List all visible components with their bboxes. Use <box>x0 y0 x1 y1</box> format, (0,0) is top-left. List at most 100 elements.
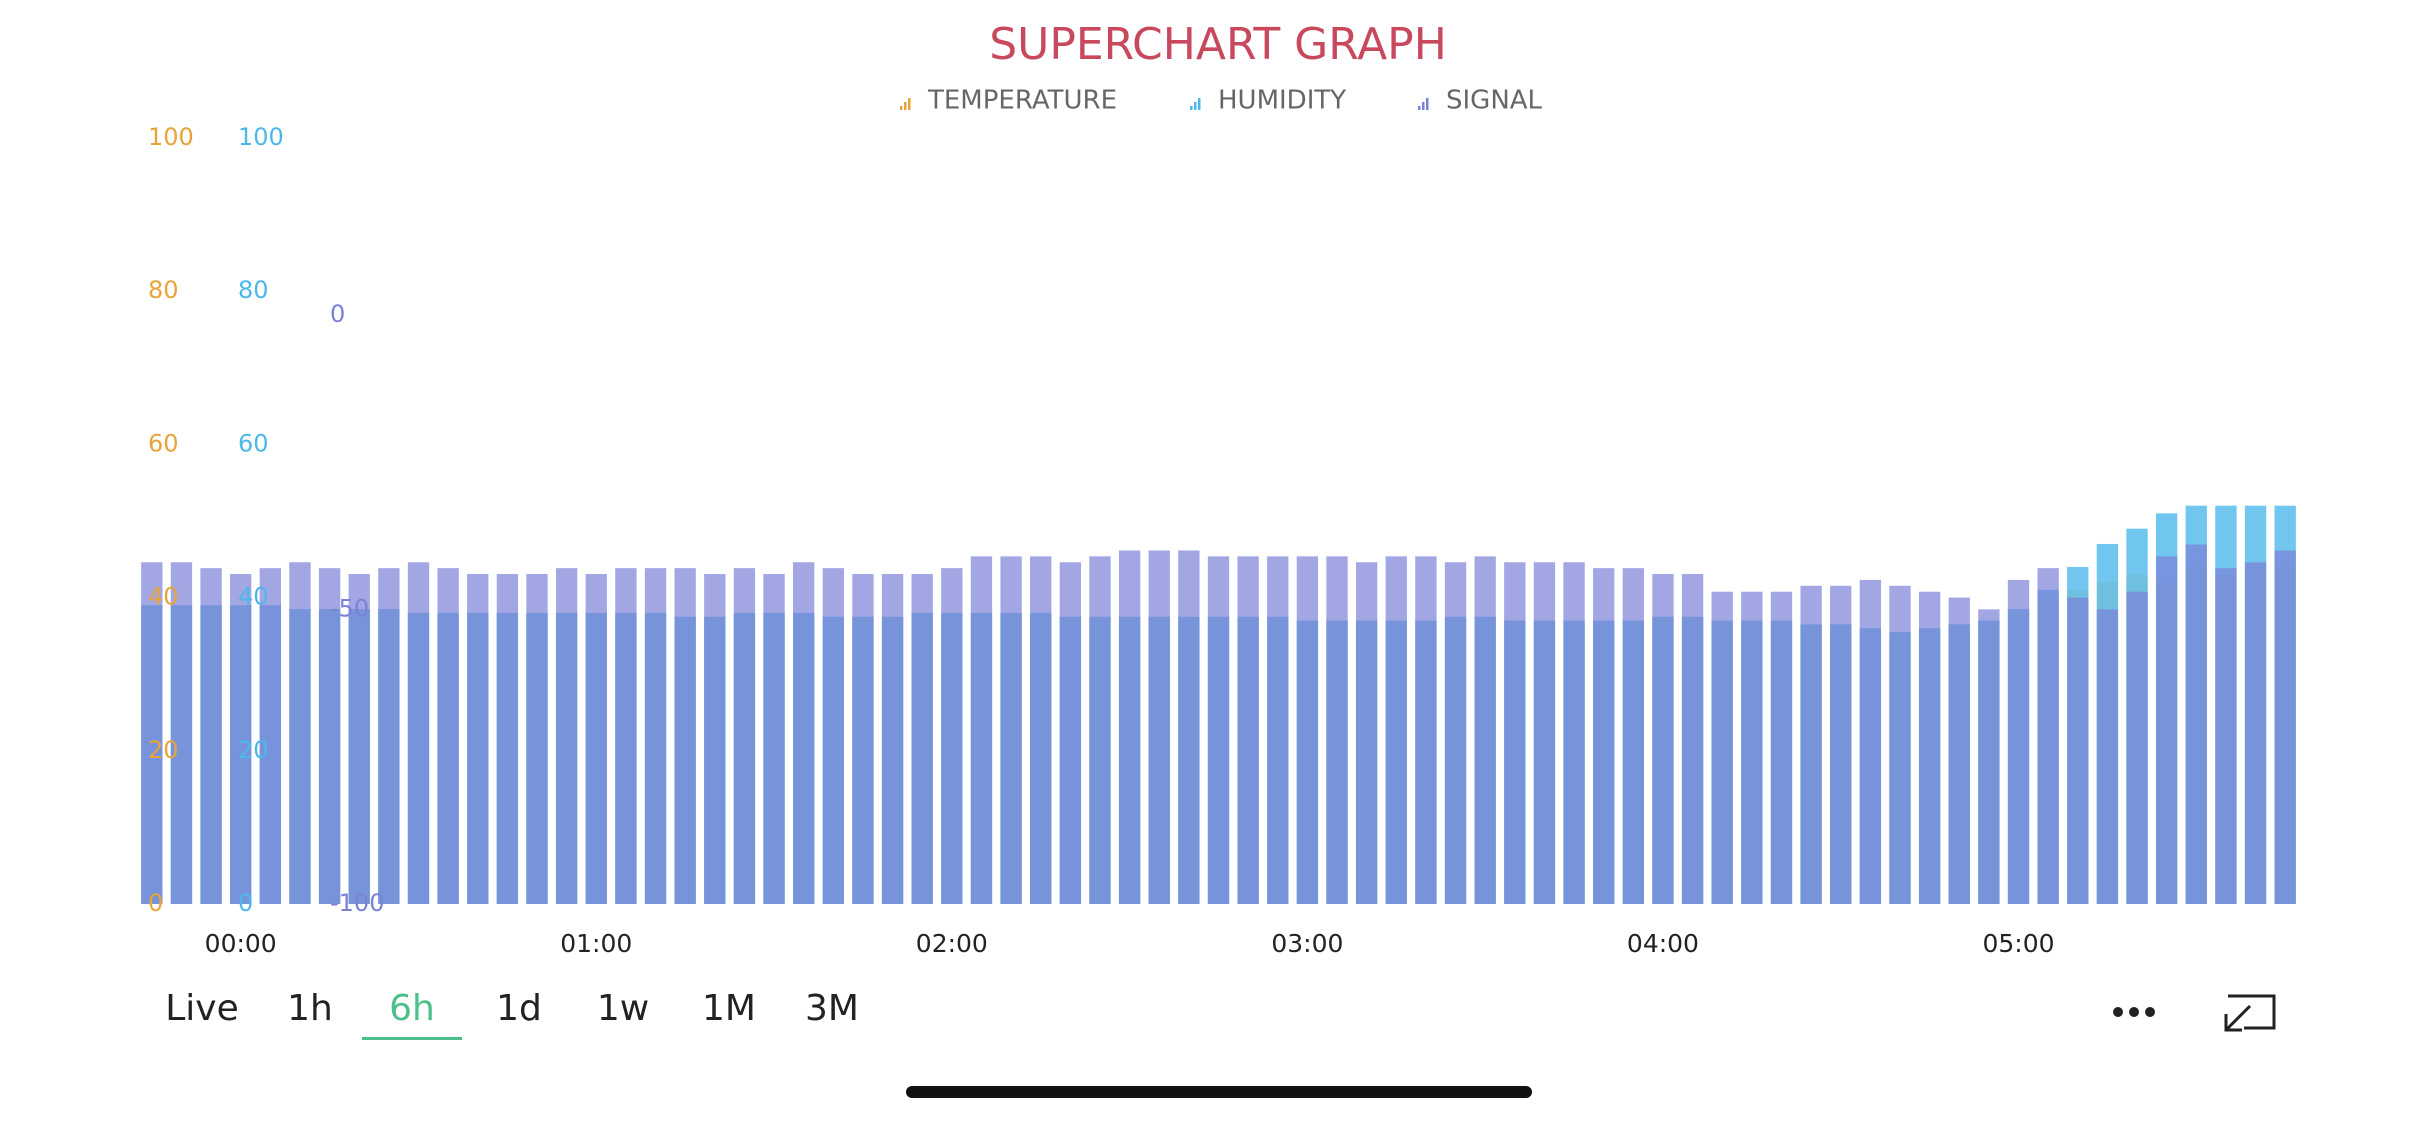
bar <box>2096 609 2119 904</box>
bar <box>2244 562 2267 904</box>
bar <box>170 562 193 904</box>
range-button[interactable]: 3M <box>805 988 859 1029</box>
bar <box>1652 574 1674 904</box>
bar <box>1948 597 1970 904</box>
bar <box>1474 556 1496 904</box>
bar <box>704 574 726 904</box>
bar <box>230 574 252 904</box>
bar <box>200 568 222 904</box>
dot <box>2145 1007 2155 1017</box>
bar <box>1533 562 1556 904</box>
bar <box>2215 568 2237 904</box>
y-tick-label: 0 <box>238 889 253 917</box>
range-underline <box>362 1037 462 1040</box>
legend-icon <box>904 102 907 110</box>
bar <box>1770 591 1793 904</box>
bar <box>1681 574 1704 904</box>
bar <box>793 562 815 904</box>
legend-icon <box>1422 102 1425 110</box>
y-tick-label: 0 <box>148 889 163 917</box>
legend-icon <box>900 106 903 110</box>
bar <box>1326 556 1348 904</box>
range-button[interactable]: 1d <box>496 988 542 1029</box>
bar <box>1030 556 1052 904</box>
bar <box>407 562 430 904</box>
more-button[interactable] <box>2113 1007 2155 1017</box>
legend-icon <box>1198 98 1201 110</box>
legend-icon <box>1418 106 1421 110</box>
chart-title: SUPERCHART GRAPH <box>989 19 1447 70</box>
range-button[interactable]: 6h <box>389 988 435 1029</box>
fullscreen-button[interactable] <box>2224 994 2276 1032</box>
bar <box>555 568 578 904</box>
bar <box>2067 597 2089 904</box>
y-tick-label: 40 <box>148 583 179 611</box>
bar <box>1563 562 1585 904</box>
x-tick-label: 05:00 <box>1982 929 2054 958</box>
y-tick-label: 100 <box>148 123 194 151</box>
bar <box>2037 568 2059 904</box>
y2-tick-label: 0 <box>330 300 345 328</box>
y2-tick-label: -50 <box>330 594 369 622</box>
y-tick-label: 80 <box>148 276 179 304</box>
bar <box>2185 544 2207 904</box>
legend-icon <box>908 98 911 110</box>
bar <box>1385 556 1407 904</box>
bar <box>348 574 370 904</box>
range-button[interactable]: 1M <box>702 988 756 1029</box>
bar <box>1415 556 1437 904</box>
bar <box>526 574 548 904</box>
range-button[interactable]: Live <box>165 988 239 1029</box>
legend-icon <box>1194 102 1197 110</box>
bar <box>1889 585 1911 904</box>
bar <box>289 562 311 904</box>
x-tick-label: 01:00 <box>560 929 632 958</box>
bar <box>1148 550 1170 904</box>
bar <box>852 574 874 904</box>
range-button[interactable]: 1h <box>287 988 333 1029</box>
bar <box>378 568 400 904</box>
bar <box>1118 550 1141 904</box>
home-indicator <box>906 1086 1532 1098</box>
bar <box>496 574 519 904</box>
x-tick-label: 02:00 <box>916 929 988 958</box>
bar <box>644 568 667 904</box>
bar <box>674 568 696 904</box>
bar <box>437 568 459 904</box>
bar <box>1622 568 1644 904</box>
bar <box>615 568 637 904</box>
bar <box>911 574 933 904</box>
y-tick-label: 40 <box>238 583 269 611</box>
bar <box>1504 562 1526 904</box>
icon <box>2228 994 2276 1030</box>
y-tick-label: 60 <box>238 429 269 457</box>
bar <box>318 568 341 904</box>
bar <box>822 568 844 904</box>
bar <box>1800 585 1822 904</box>
bar <box>141 562 163 904</box>
bar <box>733 568 756 904</box>
bar <box>1237 556 1259 904</box>
bar <box>1059 562 1082 904</box>
bar <box>1741 591 1763 904</box>
bar <box>1859 579 1882 904</box>
bar <box>1000 556 1022 904</box>
y-tick-label: 60 <box>148 429 179 457</box>
bar <box>1355 562 1378 904</box>
bar <box>1593 568 1615 904</box>
bar <box>259 568 282 904</box>
bar <box>1296 556 1319 904</box>
bar <box>2155 556 2178 904</box>
bar <box>763 574 785 904</box>
legend-label: SIGNAL <box>1446 86 1543 116</box>
range-button[interactable]: 1w <box>597 988 649 1029</box>
legend-icon <box>1426 98 1429 110</box>
legend-label: TEMPERATURE <box>927 86 1117 116</box>
bar <box>1711 591 1733 904</box>
y-tick-label: 20 <box>238 736 269 764</box>
dot <box>2129 1007 2139 1017</box>
bar <box>1830 585 1852 904</box>
bar <box>1444 562 1467 904</box>
y-tick-label: 80 <box>238 276 269 304</box>
